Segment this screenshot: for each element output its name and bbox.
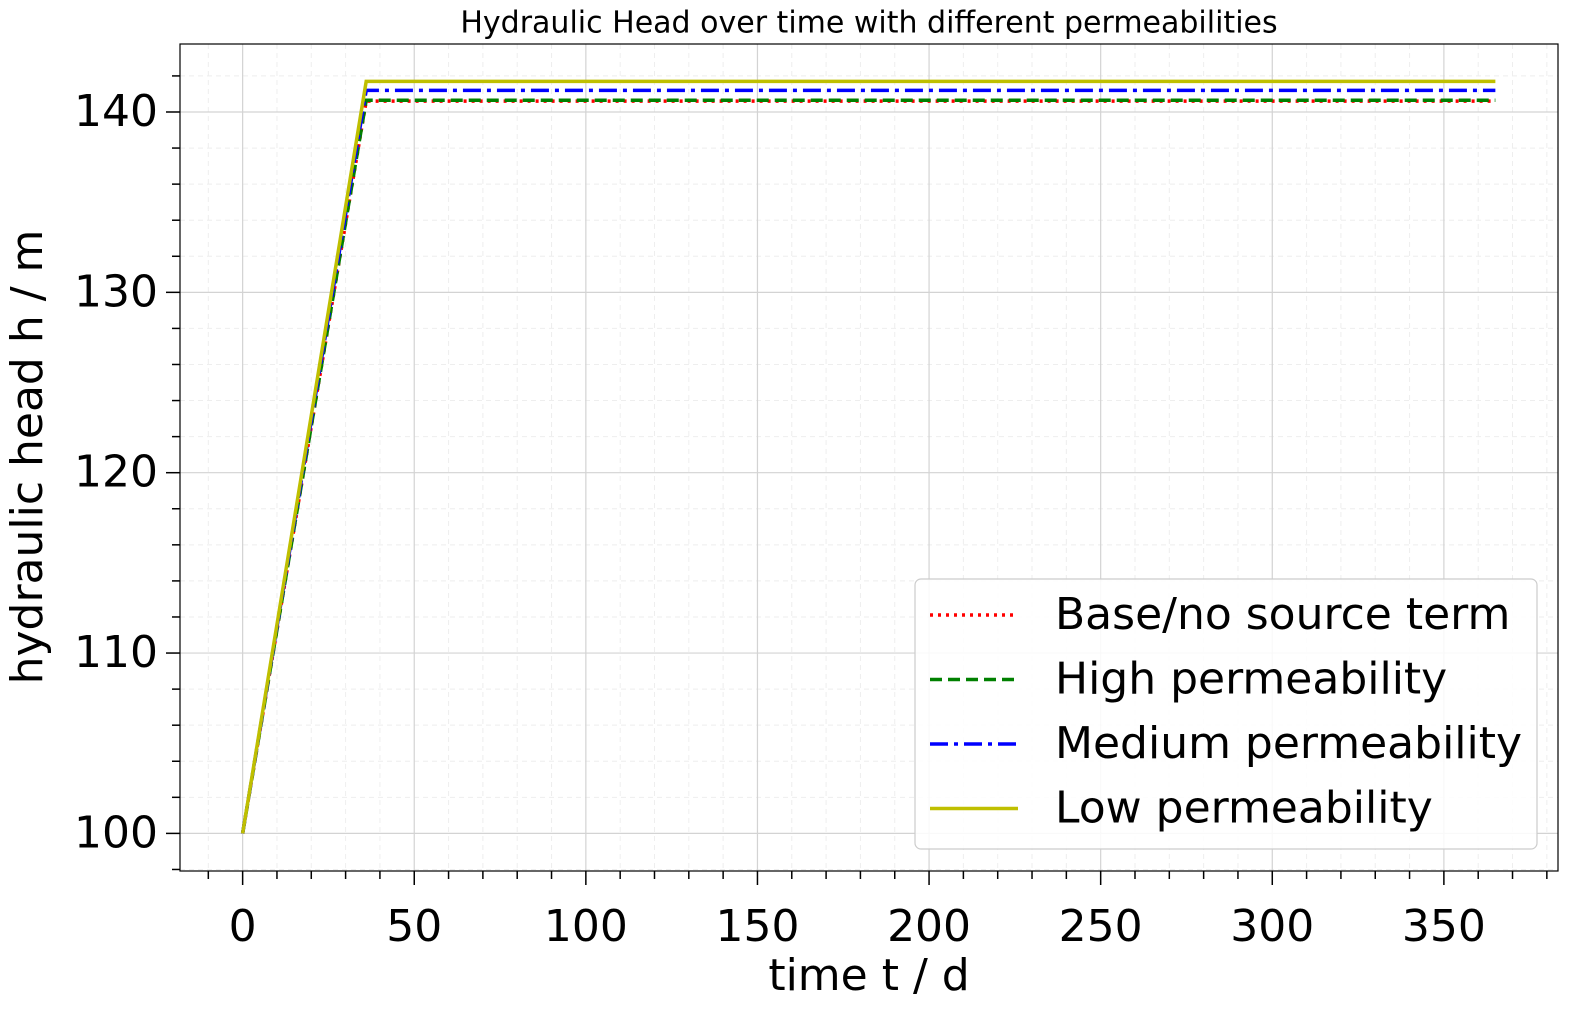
y-tick-label: 110 xyxy=(74,627,158,678)
legend-label: High permeability xyxy=(1055,654,1447,705)
y-tick-label: 100 xyxy=(74,807,158,858)
legend-label: Medium permeability xyxy=(1055,718,1522,769)
x-tick-label: 200 xyxy=(887,901,971,952)
x-tick-label: 50 xyxy=(386,901,442,952)
y-tick-label: 130 xyxy=(74,266,158,317)
x-axis-label: time t / d xyxy=(768,950,969,1001)
x-tick-label: 100 xyxy=(544,901,628,952)
legend-label: Base/no source term xyxy=(1055,589,1510,640)
series-line xyxy=(240,98,1496,834)
legend: Base/no source term High permeability Medi… xyxy=(914,578,1538,850)
legend-label: Low permeability xyxy=(1055,783,1433,834)
plot-frame xyxy=(179,43,1559,872)
legend-box xyxy=(914,578,1538,850)
y-axis-label: hydraulic head h / m xyxy=(2,230,53,685)
series-line xyxy=(240,79,1496,834)
x-tick-label: 0 xyxy=(229,901,257,952)
x-tick-label: 150 xyxy=(715,901,799,952)
y-tick-label: 120 xyxy=(74,447,158,498)
x-tick-label: 300 xyxy=(1230,901,1314,952)
y-tick-label: 140 xyxy=(74,86,158,137)
x-tick-label: 250 xyxy=(1059,901,1143,952)
x-tick-label: 350 xyxy=(1402,901,1486,952)
chart-title: Hydraulic Head over time with different … xyxy=(460,6,1277,41)
